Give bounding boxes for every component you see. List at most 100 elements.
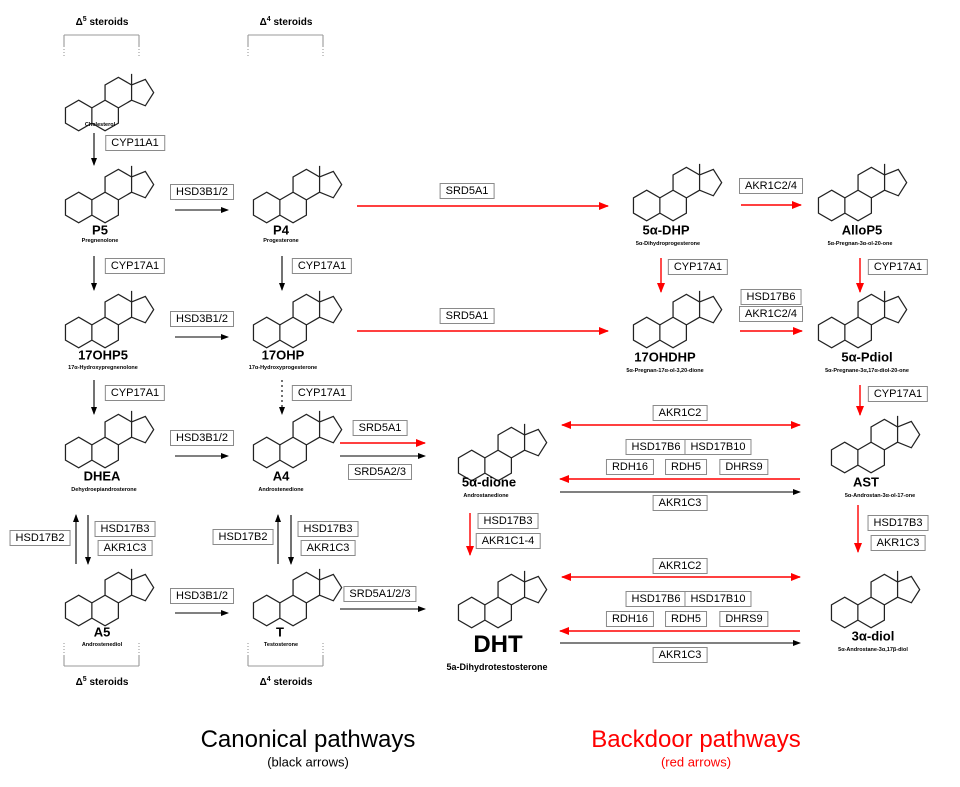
molecule-abbr-p5: P5 (92, 222, 108, 238)
molecule-abbr-a5: A5 (93, 624, 111, 640)
molecule-abbr-17ohp5: 17OHP5 (78, 347, 128, 363)
enzyme-label: SRD5A1 (439, 183, 495, 199)
delta4-steroids-header-bottom: Δ4 steroids (260, 676, 313, 688)
molecule-name-17ohp: 17α-Hydroxyprogesterone (248, 365, 318, 371)
molecule-name-dht: 5a-Dihydrotestosterone (446, 662, 548, 672)
enzyme-label: CYP17A1 (867, 386, 929, 402)
molecule-abbr-dhea: DHEA (83, 468, 121, 484)
enzyme-label: AKR1C2/4 (739, 178, 803, 194)
enzyme-label: RDH16 (605, 611, 655, 627)
enzyme-label: AKR1C3 (870, 535, 926, 551)
steroid-structure (457, 570, 548, 629)
enzyme-label: HSD17B10 (684, 591, 752, 607)
enzyme-label: CYP17A1 (867, 259, 929, 275)
superscript: 4 (266, 675, 271, 683)
enzyme-label: HSD17B6 (625, 439, 687, 455)
molecule-abbr-allop5: AlloP5 (841, 222, 883, 238)
enzyme-label: HSD17B6 (625, 591, 687, 607)
enzyme-label: AKR1C2 (652, 405, 708, 421)
enzyme-label: HSD17B3 (297, 521, 359, 537)
molecule-name-p4: Progesterone (263, 238, 299, 244)
molecule-abbr-dht: DHT (473, 631, 523, 658)
superscript: 4 (266, 15, 271, 23)
steroid-structure (64, 410, 155, 469)
enzyme-label: CYP17A1 (291, 385, 353, 401)
header-text: steroids (89, 677, 129, 689)
molecule-name-ast: 5α-Androstan-3α-ol-17-one (844, 493, 916, 499)
molecule-abbr-17ohp: 17OHP (261, 347, 305, 363)
molecule-name-17ohdhp: 5α-Pregnan-17α-ol-3,20-dione (626, 368, 704, 374)
enzyme-label: HSD3B1/2 (170, 311, 234, 327)
enzyme-label: AKR1C2/4 (739, 306, 803, 322)
enzyme-label: HSD17B10 (684, 439, 752, 455)
molecule-name-17ohp5: 17α-Hydroxypregnenolone (68, 365, 138, 371)
molecule-name-3a-diol: 5α-Androstane-3α,17β-diol (838, 647, 908, 653)
molecule-abbr-5a-dhp: 5α-DHP (642, 222, 690, 238)
molecule-name-t: Testosterone (263, 642, 299, 648)
steroid-structure (817, 163, 908, 222)
steroid-structure (64, 568, 155, 627)
enzyme-label: RDH16 (605, 459, 655, 475)
steroid-structure (64, 290, 155, 349)
enzyme-label: HSD17B3 (867, 515, 929, 531)
header-text: steroids (89, 17, 129, 29)
molecule-name-a5: Androstenediol (81, 642, 123, 648)
enzyme-label: AKR1C3 (97, 540, 153, 556)
enzyme-label: CYP17A1 (667, 259, 729, 275)
delta-symbol: Δ (75, 17, 83, 29)
enzyme-label: HSD3B1/2 (170, 588, 234, 604)
steroid-structure (830, 570, 921, 629)
enzyme-label: HSD17B2 (9, 530, 71, 546)
enzyme-label: AKR1C1-4 (475, 533, 541, 549)
canonical-pathways-subtitle: (black arrows) (267, 754, 349, 770)
canonical-pathways-title: Canonical pathways (200, 726, 416, 753)
enzyme-label: DHRS9 (719, 611, 769, 627)
enzyme-label: RDH5 (665, 459, 707, 475)
delta5-steroids-header-bottom: Δ5 steroids (76, 676, 129, 688)
molecule-abbr-ast: AST (853, 474, 879, 490)
molecule-name-dhea: Dehydroepiandrosterone (71, 487, 137, 493)
molecule-abbr-a4: A4 (272, 468, 290, 484)
backdoor-pathways-subtitle: (red arrows) (660, 754, 732, 770)
enzyme-label: HSD17B2 (212, 529, 274, 545)
delta-symbol: Δ (75, 677, 83, 689)
delta-symbol: Δ (259, 677, 267, 689)
steroid-structure (817, 290, 908, 349)
molecule-abbr-5a-dione: 5α-dione (461, 474, 517, 490)
enzyme-label: HSD17B3 (477, 513, 539, 529)
backdoor-pathways-title: Backdoor pathways (591, 726, 801, 753)
molecule-name-a4: Androstenedione (258, 487, 304, 493)
header-text: steroids (273, 677, 313, 689)
steroid-structure (252, 410, 343, 469)
delta4-steroids-header-top: Δ4 steroids (260, 16, 313, 28)
molecule-name-5a-dione: Androstanedione (463, 493, 509, 499)
enzyme-label: CYP17A1 (291, 258, 353, 274)
enzyme-label: AKR1C2 (652, 558, 708, 574)
molecule-abbr-17ohdhp: 17OHDHP (634, 349, 696, 365)
molecule-name-allop5: 5α-Pregnan-3α-ol-20-one (827, 241, 893, 247)
enzyme-label: HSD17B6 (740, 289, 802, 305)
molecule-abbr-t: T (276, 624, 284, 640)
molecule-abbr-3a-diol: 3α-diol (851, 628, 895, 644)
molecule-abbr-5a-pdiol: 5α-Pdiol (841, 349, 893, 365)
enzyme-label: RDH5 (665, 611, 707, 627)
delta-symbol: Δ (259, 17, 267, 29)
superscript: 5 (82, 675, 87, 683)
steroid-structure (632, 163, 723, 222)
enzyme-label: DHRS9 (719, 459, 769, 475)
enzyme-label: CYP17A1 (104, 258, 166, 274)
steroid-structure (252, 165, 343, 224)
molecule-abbr-p4: P4 (273, 222, 289, 238)
enzyme-label: AKR1C3 (300, 540, 356, 556)
enzyme-label: HSD3B1/2 (170, 430, 234, 446)
molecule-name-5a-dhp: 5α-Dihydroprogesterone (635, 241, 701, 247)
enzyme-label: SRD5A2/3 (348, 464, 412, 480)
enzyme-label: HSD17B3 (94, 521, 156, 537)
enzyme-label: SRD5A1 (439, 308, 495, 324)
steroid-structure (252, 290, 343, 349)
molecule-name-p5: Pregnenolone (81, 238, 119, 244)
superscript: 5 (82, 15, 87, 23)
steroid-structure (64, 165, 155, 224)
steroid-structure (632, 290, 723, 349)
